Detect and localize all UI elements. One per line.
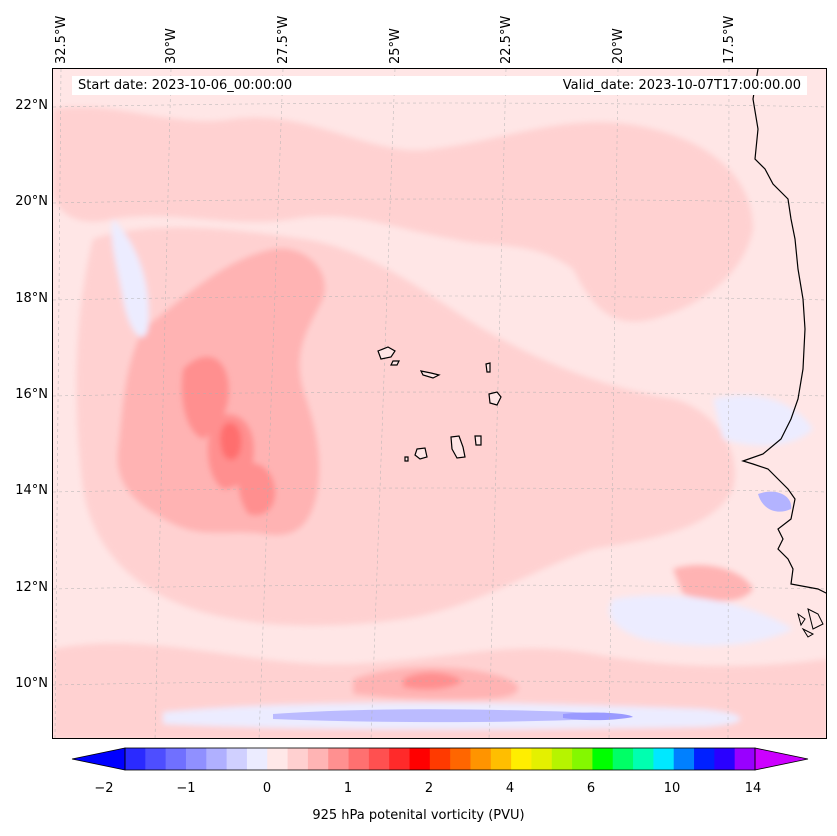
colorbar-segment <box>592 748 614 770</box>
lat-label-22n: 22°N <box>15 98 48 113</box>
colorbar-segment <box>368 748 390 770</box>
pv-contour-strong-3 <box>238 462 276 516</box>
colorbar-segment <box>633 748 654 770</box>
pv-contour-neg-core <box>563 712 633 721</box>
colorbar-tick-0: 0 <box>262 781 272 796</box>
colorbar-segment <box>612 748 634 770</box>
colorbar-segment <box>389 748 411 770</box>
island-sao-vicente <box>390 360 400 366</box>
island-santiago <box>450 435 466 459</box>
colorbar-segment <box>531 748 553 770</box>
lat-label-10n: 10°N <box>15 676 48 691</box>
colorbar-segment <box>165 748 187 770</box>
colorbar-segment <box>694 748 715 770</box>
colorbar-tick-1: 1 <box>343 781 353 796</box>
grid-lon-27-5 <box>258 69 284 738</box>
grid-lon-32-5 <box>54 69 62 738</box>
colorbar-tick-4: 4 <box>505 781 515 796</box>
grid-lon-17-5 <box>727 69 730 738</box>
island-fogo <box>414 447 428 460</box>
valid-date-label: Valid_date: 2023-10-07T17:00:00.00 <box>562 78 801 93</box>
colorbar-segment <box>714 748 736 770</box>
colorbar-title: 925 hPa potenital vorticity (PVU) <box>312 808 525 823</box>
island-maio <box>474 435 482 446</box>
pv-contour-neg-east <box>713 395 813 446</box>
colorbar-tick-6: 6 <box>586 781 596 796</box>
colorbar-extend-min <box>71 747 126 771</box>
colorbar-segment <box>511 748 532 770</box>
colorbar-segment <box>307 748 329 770</box>
colorbar-segment <box>246 748 268 770</box>
colorbar-segment <box>226 748 248 770</box>
grid-lon-22-5 <box>488 69 507 738</box>
colorbar-segment <box>653 748 675 770</box>
colorbar-segments <box>71 747 809 771</box>
colorbar-tick-neg2: −2 <box>94 781 114 796</box>
pv-contour-light-north <box>53 106 753 322</box>
lon-label-25w: 25°W <box>388 28 403 64</box>
colorbar <box>71 747 809 771</box>
lat-label-18n: 18°N <box>15 291 48 306</box>
lat-label-14n: 14°N <box>15 483 48 498</box>
colorbar-segment <box>409 748 431 770</box>
island-boa-vista <box>488 391 502 406</box>
colorbar-segment <box>490 748 512 770</box>
grid-lon-30 <box>154 69 172 738</box>
coastline-guinea-islands <box>797 608 824 638</box>
island-brava <box>404 456 409 462</box>
colorbar-tick-14: 14 <box>744 781 762 796</box>
colorbar-segment <box>125 748 146 770</box>
lat-label-20n: 20°N <box>15 194 48 209</box>
colorbar-segment <box>287 748 309 770</box>
colorbar-tick-neg1: −1 <box>176 781 196 796</box>
colorbar-segment <box>267 748 289 770</box>
pv-contour-max-1 <box>220 422 242 460</box>
graticule <box>53 69 826 738</box>
lon-label-27-5w: 27.5°W <box>276 15 291 64</box>
map-panel[interactable] <box>52 68 827 739</box>
colorbar-segment <box>450 748 471 770</box>
colorbar-segment <box>328 748 350 770</box>
pv-contour-medium-east <box>673 565 753 601</box>
colorbar-outline <box>124 747 756 771</box>
lon-label-20w: 20°W <box>611 28 626 64</box>
pv-contour-neg-band <box>273 709 603 723</box>
island-sao-nicolau <box>419 370 441 379</box>
colorbar-segment <box>429 748 451 770</box>
lon-label-17-5w: 17.5°W <box>722 15 737 64</box>
lon-label-30w: 30°W <box>164 28 179 64</box>
grid-lon-20 <box>608 69 619 738</box>
pv-contour-neg-southeast <box>609 595 793 646</box>
grid-lon-25 <box>370 69 396 738</box>
colorbar-segment <box>348 748 370 770</box>
lat-label-12n: 12°N <box>15 580 48 595</box>
colorbar-segment <box>206 748 228 770</box>
pv-contour-neg-coast <box>758 491 792 512</box>
colorbar-segment <box>673 748 695 770</box>
colorbar-tick-2: 2 <box>424 781 434 796</box>
colorbar-segment <box>734 748 756 770</box>
start-date-label: Start date: 2023-10-06_00:00:00 <box>78 78 293 93</box>
lon-label-22-5w: 22.5°W <box>499 15 514 64</box>
africa-coastline <box>741 69 826 594</box>
date-banner: Start date: 2023-10-06_00:00:00 Valid_da… <box>72 76 807 95</box>
pv-contour-neg-west <box>111 219 149 338</box>
map-canvas <box>53 69 826 738</box>
colorbar-extend-max <box>754 747 809 771</box>
lat-label-16n: 16°N <box>15 387 48 402</box>
lon-label-32-5w: 32.5°W <box>54 15 69 64</box>
colorbar-segment <box>185 748 207 770</box>
colorbar-tick-10: 10 <box>663 781 681 796</box>
colorbar-segment <box>470 748 492 770</box>
colorbar-segment <box>145 748 167 770</box>
colorbar-segment <box>551 748 573 770</box>
island-sal <box>485 362 491 373</box>
island-santo-antao <box>377 346 396 360</box>
colorbar-segment <box>572 748 593 770</box>
cape-verde-islands <box>377 346 502 462</box>
